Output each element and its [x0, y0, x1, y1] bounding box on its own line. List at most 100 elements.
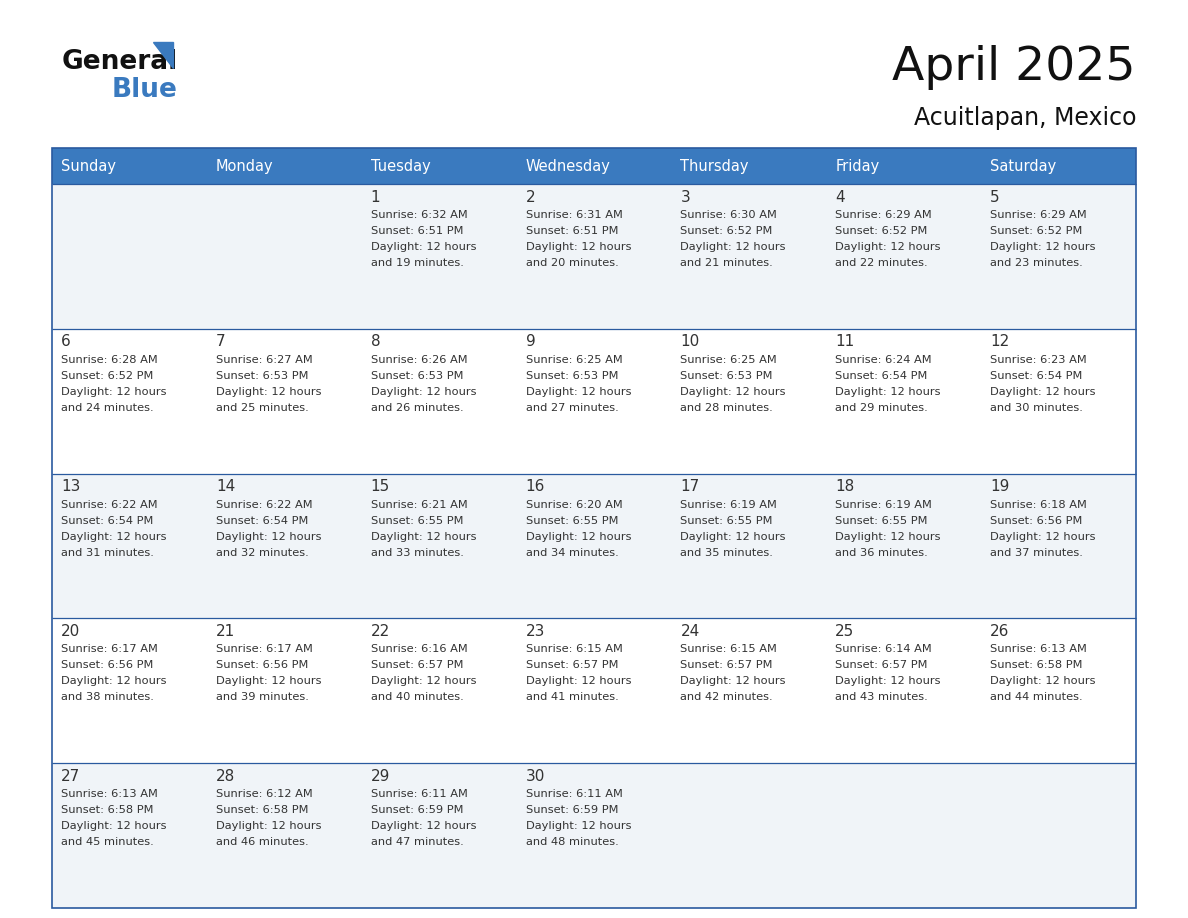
Text: Sunrise: 6:20 AM: Sunrise: 6:20 AM	[525, 499, 623, 509]
Text: Sunset: 6:55 PM: Sunset: 6:55 PM	[681, 516, 773, 526]
Text: Sunrise: 6:19 AM: Sunrise: 6:19 AM	[681, 499, 777, 509]
Text: Daylight: 12 hours: Daylight: 12 hours	[61, 677, 166, 687]
Text: Sunset: 6:57 PM: Sunset: 6:57 PM	[525, 660, 618, 670]
Text: Sunrise: 6:23 AM: Sunrise: 6:23 AM	[990, 354, 1087, 364]
Text: Saturday: Saturday	[990, 159, 1056, 174]
Text: 5: 5	[990, 189, 1000, 205]
Text: Sunset: 6:55 PM: Sunset: 6:55 PM	[835, 516, 928, 526]
Text: Daylight: 12 hours: Daylight: 12 hours	[371, 532, 476, 542]
Text: Sunrise: 6:29 AM: Sunrise: 6:29 AM	[990, 210, 1087, 220]
Text: Sunset: 6:57 PM: Sunset: 6:57 PM	[835, 660, 928, 670]
Text: 8: 8	[371, 334, 380, 350]
Text: 22: 22	[371, 624, 390, 639]
Text: 6: 6	[61, 334, 71, 350]
Text: Sunset: 6:56 PM: Sunset: 6:56 PM	[216, 660, 308, 670]
Text: Thursday: Thursday	[681, 159, 748, 174]
Text: and 34 minutes.: and 34 minutes.	[525, 548, 618, 557]
Text: General: General	[62, 49, 178, 75]
Text: Sunrise: 6:15 AM: Sunrise: 6:15 AM	[525, 644, 623, 655]
Text: 16: 16	[525, 479, 545, 494]
Text: 21: 21	[216, 624, 235, 639]
Text: 1: 1	[371, 189, 380, 205]
Text: Daylight: 12 hours: Daylight: 12 hours	[61, 386, 166, 397]
Text: Sunset: 6:59 PM: Sunset: 6:59 PM	[371, 805, 463, 815]
Text: Sunset: 6:53 PM: Sunset: 6:53 PM	[681, 371, 773, 381]
Bar	[52, 148, 1136, 184]
Text: 11: 11	[835, 334, 854, 350]
Text: Sunrise: 6:22 AM: Sunrise: 6:22 AM	[61, 499, 158, 509]
Text: Sunset: 6:56 PM: Sunset: 6:56 PM	[990, 516, 1082, 526]
Text: Sunset: 6:54 PM: Sunset: 6:54 PM	[990, 371, 1082, 381]
Text: Sunrise: 6:25 AM: Sunrise: 6:25 AM	[681, 354, 777, 364]
Text: Daylight: 12 hours: Daylight: 12 hours	[371, 677, 476, 687]
Text: Sunset: 6:57 PM: Sunset: 6:57 PM	[681, 660, 773, 670]
Text: Daylight: 12 hours: Daylight: 12 hours	[525, 532, 631, 542]
Text: Sunset: 6:55 PM: Sunset: 6:55 PM	[371, 516, 463, 526]
Text: 10: 10	[681, 334, 700, 350]
Text: Daylight: 12 hours: Daylight: 12 hours	[216, 822, 322, 831]
Text: 15: 15	[371, 479, 390, 494]
Text: Daylight: 12 hours: Daylight: 12 hours	[681, 386, 786, 397]
Text: and 24 minutes.: and 24 minutes.	[61, 403, 153, 413]
Text: Daylight: 12 hours: Daylight: 12 hours	[835, 532, 941, 542]
Bar	[52, 148, 1136, 908]
Text: Sunset: 6:53 PM: Sunset: 6:53 PM	[371, 371, 463, 381]
Polygon shape	[153, 42, 173, 68]
Text: and 41 minutes.: and 41 minutes.	[525, 692, 618, 702]
Text: Daylight: 12 hours: Daylight: 12 hours	[61, 532, 166, 542]
Text: Daylight: 12 hours: Daylight: 12 hours	[990, 532, 1095, 542]
Text: 29: 29	[371, 768, 390, 784]
Text: Daylight: 12 hours: Daylight: 12 hours	[525, 242, 631, 252]
Text: Daylight: 12 hours: Daylight: 12 hours	[216, 386, 322, 397]
Text: Sunset: 6:51 PM: Sunset: 6:51 PM	[525, 226, 618, 236]
Text: 23: 23	[525, 624, 545, 639]
Text: Sunrise: 6:16 AM: Sunrise: 6:16 AM	[371, 644, 467, 655]
Text: and 28 minutes.: and 28 minutes.	[681, 403, 773, 413]
Text: Sunset: 6:52 PM: Sunset: 6:52 PM	[681, 226, 773, 236]
Text: and 43 minutes.: and 43 minutes.	[835, 692, 928, 702]
Text: and 30 minutes.: and 30 minutes.	[990, 403, 1083, 413]
Text: and 46 minutes.: and 46 minutes.	[216, 837, 309, 847]
Text: Daylight: 12 hours: Daylight: 12 hours	[681, 677, 786, 687]
Text: and 20 minutes.: and 20 minutes.	[525, 258, 618, 268]
Text: Daylight: 12 hours: Daylight: 12 hours	[371, 386, 476, 397]
Text: Tuesday: Tuesday	[371, 159, 430, 174]
Text: and 39 minutes.: and 39 minutes.	[216, 692, 309, 702]
Text: Daylight: 12 hours: Daylight: 12 hours	[371, 242, 476, 252]
Text: Daylight: 12 hours: Daylight: 12 hours	[990, 386, 1095, 397]
Text: Daylight: 12 hours: Daylight: 12 hours	[216, 532, 322, 542]
Text: Daylight: 12 hours: Daylight: 12 hours	[681, 242, 786, 252]
Text: and 48 minutes.: and 48 minutes.	[525, 837, 618, 847]
Text: and 31 minutes.: and 31 minutes.	[61, 548, 154, 557]
Text: 20: 20	[61, 624, 81, 639]
Text: Sunset: 6:59 PM: Sunset: 6:59 PM	[525, 805, 618, 815]
Text: Acuitlapan, Mexico: Acuitlapan, Mexico	[914, 106, 1136, 130]
Text: Daylight: 12 hours: Daylight: 12 hours	[525, 386, 631, 397]
Text: Daylight: 12 hours: Daylight: 12 hours	[681, 532, 786, 542]
Text: Sunrise: 6:14 AM: Sunrise: 6:14 AM	[835, 644, 933, 655]
Text: and 19 minutes.: and 19 minutes.	[371, 258, 463, 268]
Text: Daylight: 12 hours: Daylight: 12 hours	[61, 822, 166, 831]
Text: April 2025: April 2025	[892, 46, 1136, 91]
Text: 19: 19	[990, 479, 1010, 494]
Text: Sunrise: 6:19 AM: Sunrise: 6:19 AM	[835, 499, 933, 509]
Text: Sunrise: 6:12 AM: Sunrise: 6:12 AM	[216, 789, 312, 800]
Text: Blue: Blue	[112, 77, 178, 103]
Bar	[52, 474, 1136, 619]
Text: 4: 4	[835, 189, 845, 205]
Text: 13: 13	[61, 479, 81, 494]
Text: Sunrise: 6:11 AM: Sunrise: 6:11 AM	[525, 789, 623, 800]
Text: Monday: Monday	[216, 159, 273, 174]
Text: and 38 minutes.: and 38 minutes.	[61, 692, 154, 702]
Text: Sunset: 6:53 PM: Sunset: 6:53 PM	[525, 371, 618, 381]
Text: and 23 minutes.: and 23 minutes.	[990, 258, 1083, 268]
Text: 12: 12	[990, 334, 1010, 350]
Text: Sunrise: 6:21 AM: Sunrise: 6:21 AM	[371, 499, 467, 509]
Text: Daylight: 12 hours: Daylight: 12 hours	[371, 822, 476, 831]
Text: 17: 17	[681, 479, 700, 494]
Text: Sunset: 6:58 PM: Sunset: 6:58 PM	[990, 660, 1082, 670]
Text: 27: 27	[61, 768, 81, 784]
Text: Daylight: 12 hours: Daylight: 12 hours	[525, 822, 631, 831]
Text: Sunset: 6:54 PM: Sunset: 6:54 PM	[835, 371, 928, 381]
Text: Sunset: 6:58 PM: Sunset: 6:58 PM	[61, 805, 153, 815]
